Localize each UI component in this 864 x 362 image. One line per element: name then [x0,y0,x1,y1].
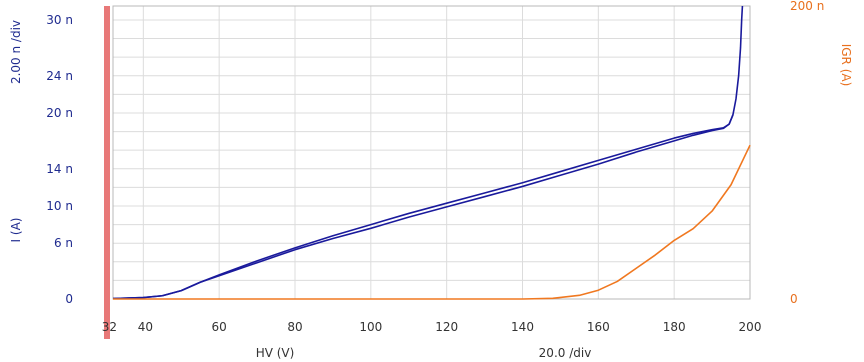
x-tick-label: 120 [435,320,458,334]
right-tick-label: 0 [790,292,798,306]
x-tick-label: 180 [663,320,686,334]
x-tick-label: 80 [287,320,302,334]
left-tick-label: 10 n [46,199,73,213]
x-tick-label: 32 [102,320,117,334]
left-axis-title: I (A) [9,218,23,243]
x-tick-label: 200 [739,320,762,334]
grid [113,6,750,300]
x-axis-ticks: 32 40 60 80 100 120 140 160 180 200 [102,320,762,334]
left-axis-ticks: 0 6 n 10 n 14 n 20 n 24 n 30 n [46,13,73,306]
cursor-bar[interactable] [104,6,110,339]
left-tick-label: 20 n [46,106,73,120]
right-tick-label: 200 n [790,0,824,13]
right-axis-title: IGR (A) [839,44,853,87]
series-line-2 [112,114,734,300]
x-tick-label: 40 [138,320,153,334]
left-axis-div-label: 2.00 n /div [9,20,23,84]
x-axis-div-label: 20.0 /div [539,346,592,360]
x-tick-label: 60 [212,320,227,334]
right-axis-ticks: 0 200 n [790,0,824,306]
left-tick-label: 0 [65,292,73,306]
series-group [112,5,751,300]
x-axis-title: HV (V) [256,346,295,360]
x-tick-label: 140 [511,320,534,334]
left-tick-label: 30 n [46,13,73,27]
x-tick-label: 160 [587,320,610,334]
left-tick-label: 6 n [54,236,73,250]
left-tick-label: 14 n [46,162,73,176]
series-line-3 [113,144,751,300]
x-tick-label: 100 [359,320,382,334]
left-tick-label: 24 n [46,69,73,83]
series-line-1 [112,5,744,300]
